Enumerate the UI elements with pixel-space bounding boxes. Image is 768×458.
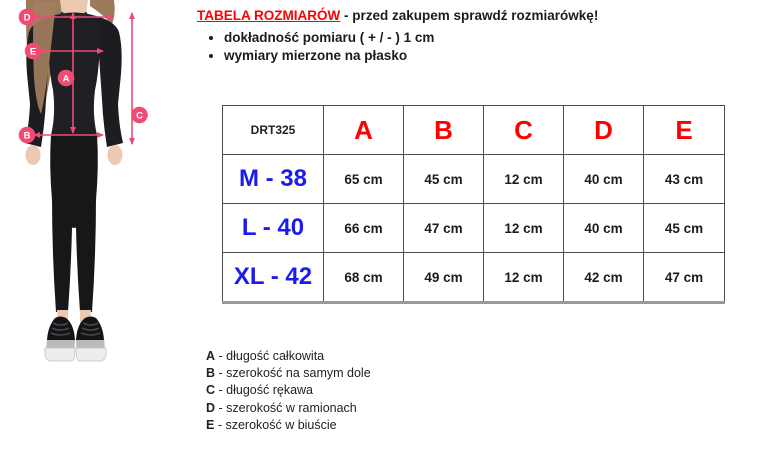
measure-letter-c: C (136, 111, 143, 122)
table-col-letter: B (403, 105, 484, 155)
table-cell-value: 66 cm (323, 203, 404, 253)
heading-block: TABELA ROZMIARÓW - przed zakupem sprawdź… (197, 8, 598, 66)
measure-e: E (24, 42, 104, 60)
table-cell-value: 12 cm (483, 154, 564, 204)
legend-desc: - szerokość w biuście (217, 417, 337, 432)
measure-letter-d: D (24, 13, 31, 24)
measure-badge-e (24, 42, 42, 60)
model-photo: D E A B (18, 0, 148, 362)
legend-letter: C (206, 383, 216, 398)
table-cell-value: 68 cm (323, 252, 404, 303)
table-col-letter: D (563, 105, 644, 155)
measure-badge-a (57, 69, 75, 87)
legend-item: D - szerokość w ramionach (206, 401, 371, 415)
table-cell-value: 12 cm (483, 203, 564, 253)
legend-item: E - szerokość w biuście (206, 418, 371, 432)
table-cell-value: 40 cm (563, 154, 644, 204)
sweater-sleeve-right (96, 16, 123, 147)
measure-a: A (57, 12, 76, 134)
table-row: M - 38 65 cm 45 cm 12 cm 40 cm 43 cm (222, 154, 725, 204)
note-item: dokładność pomiaru ( + / - ) 1 cm (224, 30, 598, 45)
page-title: TABELA ROZMIARÓW (197, 8, 341, 23)
product-code: DRT325 (222, 105, 324, 155)
table-cell-value: 45 cm (643, 203, 725, 253)
leggings-leg-right (76, 196, 96, 312)
table-row: L - 40 66 cm 47 cm 12 cm 40 cm 45 cm (222, 203, 725, 253)
table-cell-value: 47 cm (643, 252, 725, 303)
size-label: M - 38 (222, 154, 324, 204)
legend-letter: E (206, 417, 215, 432)
hand-left (25, 145, 41, 165)
legend-item: C - długość rękawa (206, 383, 371, 397)
measure-b: B (18, 126, 104, 144)
measure-badge-d (18, 8, 36, 26)
sneaker-left (44, 316, 76, 362)
note-item: wymiary mierzone na płasko (224, 48, 598, 63)
table-col-letter: C (483, 105, 564, 155)
legend-item: A - długość całkowita (206, 349, 371, 363)
table-cell-value: 42 cm (563, 252, 644, 303)
legend-letter: A (206, 349, 216, 363)
size-label: XL - 42 (222, 252, 324, 303)
legend-letter: D (206, 400, 216, 415)
legend-desc: - szerokość na samym dole (218, 366, 371, 381)
measure-badge-b (18, 126, 36, 144)
table-cell-value: 49 cm (403, 252, 484, 303)
hair-front-strand (33, 2, 56, 114)
legend-desc: - długość całkowita (218, 349, 325, 363)
measure-badge-c (131, 106, 148, 124)
legend-item: B - szerokość na samym dole (206, 366, 371, 380)
table-row: XL - 42 68 cm 49 cm 12 cm 42 cm 47 cm (222, 252, 725, 303)
table-cell-value: 65 cm (323, 154, 404, 204)
sweater-torso (48, 12, 100, 135)
measure-letter-b: B (24, 131, 31, 142)
leggings-leg-left (52, 196, 72, 312)
sneaker-right (75, 316, 107, 362)
measure-c: C (129, 12, 148, 145)
table-col-letter: A (323, 105, 404, 155)
table-cell-value: 43 cm (643, 154, 725, 204)
size-label: L - 40 (222, 203, 324, 253)
table-header-row: DRT325 A B C D E (222, 105, 725, 155)
measure-letter-e: E (30, 47, 36, 58)
table-col-letter: E (643, 105, 725, 155)
table-cell-value: 45 cm (403, 154, 484, 204)
table-cell-value: 47 cm (403, 203, 484, 253)
hand-right (107, 145, 123, 165)
legend-letter: B (206, 366, 216, 381)
measurement-legend: A - długość całkowita B - szerokość na s… (206, 349, 371, 435)
measure-letter-a: A (63, 74, 70, 85)
legend-desc: - długość rękawa (218, 383, 314, 398)
size-table: DRT325 A B C D E M - 38 65 cm 45 cm 12 c… (222, 105, 725, 304)
page-subtitle: - przed zakupem sprawdź rozmiarówkę! (344, 8, 599, 23)
table-cell-value: 12 cm (483, 252, 564, 303)
table-cell-value: 40 cm (563, 203, 644, 253)
legend-desc: - szerokość w ramionach (218, 400, 357, 415)
notes-list: dokładność pomiaru ( + / - ) 1 cm wymiar… (197, 30, 598, 63)
